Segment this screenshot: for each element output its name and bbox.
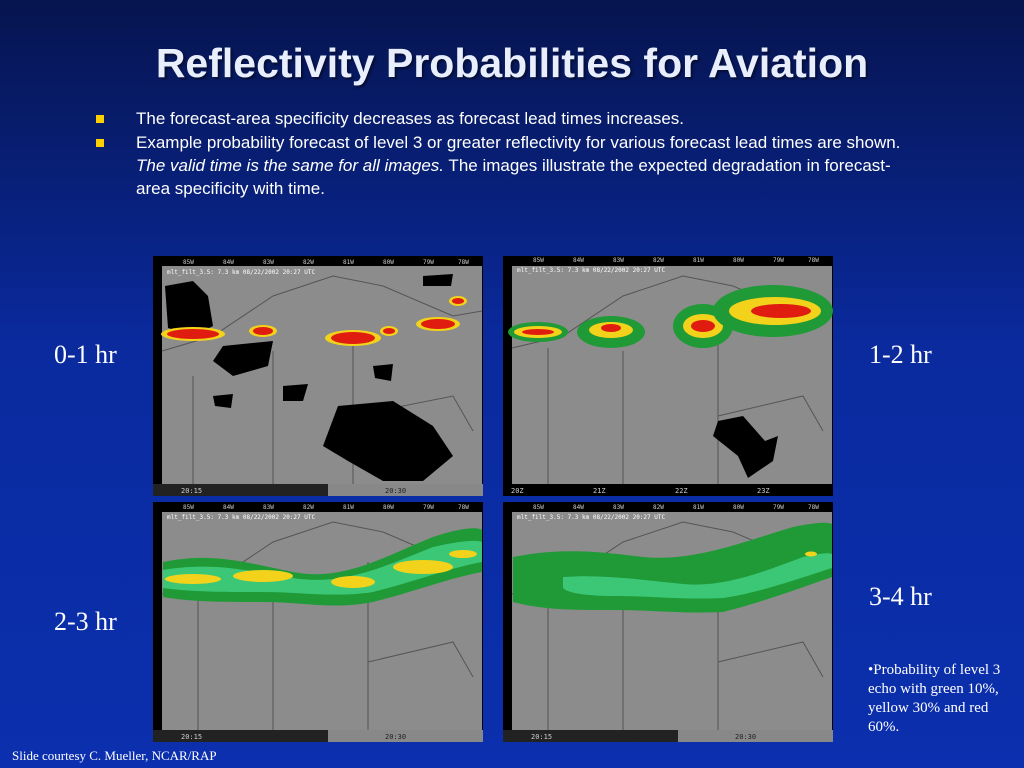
- panel-header: mlt_filt_3.5: 7.3 km 08/22/2002 20:27 UT…: [167, 269, 315, 276]
- footer-time-right: 20:30: [735, 733, 756, 741]
- lon-label: 78W: [458, 259, 469, 266]
- bullet-text: The images illustrate the expected degra…: [136, 156, 891, 198]
- lon-label: 79W: [423, 504, 434, 511]
- footer-time-left: 20:15: [181, 733, 202, 741]
- lon-label: 79W: [773, 257, 784, 264]
- lon-label: 78W: [808, 257, 819, 264]
- lon-label: 83W: [613, 257, 624, 264]
- lon-label: 81W: [693, 504, 704, 511]
- lon-label: 82W: [303, 259, 314, 266]
- lon-label: 85W: [183, 504, 194, 511]
- bullet-list: The forecast-area specificity decreases …: [96, 107, 916, 201]
- lon-label: 84W: [573, 504, 584, 511]
- forecast-panel-0-1hr: 85W 84W 83W 82W 81W 80W 79W 78W mlt_filt…: [153, 256, 483, 496]
- lon-label: 82W: [303, 504, 314, 511]
- footer-time-left: 20:15: [181, 487, 202, 495]
- bullet-text-italic: The valid time is the same for all image…: [136, 156, 445, 175]
- lon-label: 78W: [458, 504, 469, 511]
- lon-label: 83W: [613, 504, 624, 511]
- forecast-map-2-3hr: 85W 84W 83W 82W 81W 80W 79W 78W mlt_filt…: [153, 502, 483, 742]
- footer-tick: 23Z: [757, 487, 770, 495]
- lon-label: 79W: [773, 504, 784, 511]
- lon-label: 80W: [733, 257, 744, 264]
- footer-time-right: 20:30: [385, 487, 406, 495]
- lon-label: 84W: [573, 257, 584, 264]
- forecast-panel-1-2hr: 85W 84W 83W 82W 81W 80W 79W 78W mlt_filt…: [503, 256, 833, 496]
- lead-label-2-3hr: 2-3 hr: [54, 607, 117, 636]
- lon-label: 81W: [693, 257, 704, 264]
- lon-label: 83W: [263, 504, 274, 511]
- lon-label: 84W: [223, 259, 234, 266]
- lon-label: 83W: [263, 259, 274, 266]
- forecast-panel-2-3hr: 85W 84W 83W 82W 81W 80W 79W 78W mlt_filt…: [153, 502, 483, 742]
- forecast-panel-3-4hr: 85W 84W 83W 82W 81W 80W 79W 78W mlt_filt…: [503, 502, 833, 742]
- lead-label-3-4hr: 3-4 hr: [869, 582, 932, 611]
- footer-tick: 20Z: [511, 487, 524, 495]
- lead-label-1-2hr: 1-2 hr: [869, 340, 932, 369]
- lon-label: 85W: [533, 504, 544, 511]
- panel-header: mlt_filt_3.5: 7.3 km 08/22/2002 20:27 UT…: [167, 514, 315, 521]
- bullet-item: The forecast-area specificity decreases …: [96, 107, 916, 130]
- lon-label: 81W: [343, 259, 354, 266]
- forecast-map-3-4hr: 85W 84W 83W 82W 81W 80W 79W 78W mlt_filt…: [503, 502, 833, 742]
- bullet-square-icon: [96, 115, 104, 123]
- lon-label: 84W: [223, 504, 234, 511]
- footer-tick: 22Z: [675, 487, 688, 495]
- lon-label: 80W: [383, 504, 394, 511]
- bullet-text: Example probability forecast of level 3 …: [136, 133, 901, 152]
- lead-label-0-1hr: 0-1 hr: [54, 340, 117, 369]
- lon-label: 79W: [423, 259, 434, 266]
- lon-label: 82W: [653, 257, 664, 264]
- footer-time-left: 20:15: [531, 733, 552, 741]
- forecast-map-1-2hr: 85W 84W 83W 82W 81W 80W 79W 78W mlt_filt…: [503, 256, 833, 496]
- panel-header: mlt_filt_3.5: 7.3 km 08/22/2002 20:27 UT…: [517, 514, 665, 521]
- slide-credit: Slide courtesy C. Mueller, NCAR/RAP: [12, 748, 217, 763]
- footer-time-right: 20:30: [385, 733, 406, 741]
- lon-label: 82W: [653, 504, 664, 511]
- forecast-map-0-1hr: 85W 84W 83W 82W 81W 80W 79W 78W mlt_filt…: [153, 256, 483, 496]
- bullet-text: The forecast-area specificity decreases …: [136, 109, 685, 128]
- lon-label: 81W: [343, 504, 354, 511]
- panel-header: mlt_filt_3.5: 7.3 km 08/22/2002 20:27 UT…: [517, 267, 665, 274]
- lon-label: 80W: [733, 504, 744, 511]
- legend-note: •Probability of level 3 echo with green …: [868, 662, 1001, 735]
- lon-label: 78W: [808, 504, 819, 511]
- footer-tick: 21Z: [593, 487, 606, 495]
- bullet-square-icon: [96, 139, 104, 147]
- slide-title: Reflectivity Probabilities for Aviation: [155, 40, 869, 86]
- bullet-item: Example probability forecast of level 3 …: [96, 131, 916, 200]
- lon-label: 80W: [383, 259, 394, 266]
- lon-label: 85W: [533, 257, 544, 264]
- lon-label: 85W: [183, 259, 194, 266]
